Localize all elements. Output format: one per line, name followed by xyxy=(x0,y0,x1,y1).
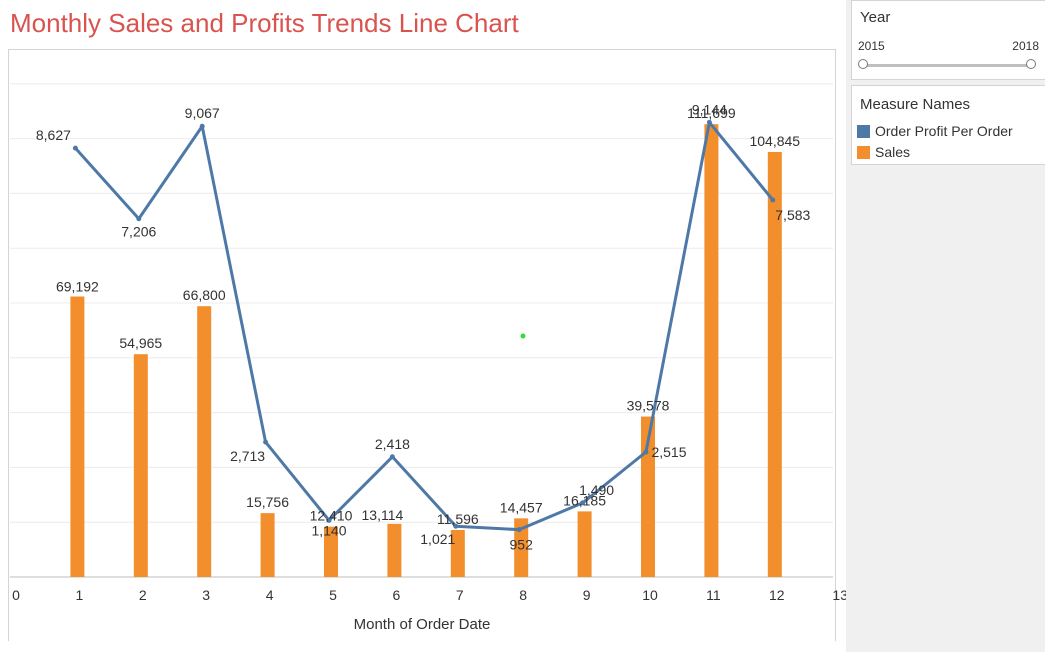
sales-bar xyxy=(133,354,148,577)
x-tick-label: 13 xyxy=(832,587,846,603)
profit-data-label: 2,515 xyxy=(651,444,686,460)
chart-title: Monthly Sales and Profits Trends Line Ch… xyxy=(10,8,519,38)
profit-data-label: 2,418 xyxy=(375,436,410,452)
year-slider-min-handle[interactable] xyxy=(858,59,868,69)
profit-line xyxy=(74,120,774,532)
year-filter-panel: Year 2015 2018 xyxy=(851,0,1045,80)
x-tick-label: 6 xyxy=(393,587,401,603)
sales-bar xyxy=(324,526,338,577)
profit-data-label: 1,021 xyxy=(420,531,455,547)
sales-bar xyxy=(387,523,402,577)
year-min-label: 2015 xyxy=(858,39,885,53)
sales-data-label: 66,800 xyxy=(183,287,226,303)
profit-point xyxy=(706,119,712,125)
year-filter-label: Year xyxy=(860,9,891,26)
x-tick-label: 3 xyxy=(202,587,210,603)
profit-point xyxy=(263,439,269,445)
profit-data-label: 952 xyxy=(510,537,534,553)
sales-bar xyxy=(514,518,529,577)
sales-bar xyxy=(70,296,85,577)
x-tick-label: 4 xyxy=(266,587,274,603)
sales-bar xyxy=(767,151,782,578)
sales-bar xyxy=(577,511,592,577)
profit-point xyxy=(516,527,522,533)
sales-data-label: 14,457 xyxy=(500,499,543,515)
profit-point xyxy=(389,454,395,460)
x-axis-title: Month of Order Date xyxy=(354,616,491,633)
x-tick-label: 5 xyxy=(329,587,337,603)
legend-swatch-sales xyxy=(857,146,870,159)
x-tick-label: 8 xyxy=(519,587,527,603)
x-tick-label: 10 xyxy=(642,587,658,603)
profit-point xyxy=(580,500,586,506)
legend-title: Measure Names xyxy=(860,96,971,113)
legend-label-profit: Order Profit Per Order xyxy=(875,123,1013,139)
x-tick-label: 11 xyxy=(706,587,721,603)
x-tick-label: 1 xyxy=(76,587,84,603)
x-tick-label: 9 xyxy=(583,587,591,603)
sales-bar xyxy=(260,513,275,577)
sales-data-label: 111,699 xyxy=(687,105,736,121)
sales-data-label: 13,114 xyxy=(362,507,404,523)
sales-bar xyxy=(704,124,719,577)
measure-names-legend: Measure Names Order Profit Per Order Sal… xyxy=(851,85,1045,165)
profit-data-label: 1,140 xyxy=(311,522,346,538)
x-tick-label: 2 xyxy=(139,587,147,603)
sales-data-label: 69,192 xyxy=(56,279,99,295)
profit-data-label: 7,206 xyxy=(121,224,156,240)
profit-data-label: 2,713 xyxy=(230,448,265,464)
highlight-dot xyxy=(520,333,526,339)
profit-point xyxy=(643,449,649,455)
year-slider-max-handle[interactable] xyxy=(1026,59,1036,69)
x-tick-label: 12 xyxy=(769,587,785,603)
profit-point xyxy=(199,123,205,129)
sales-data-label: 54,965 xyxy=(119,335,162,351)
sales-data-label: 11,596 xyxy=(437,511,479,527)
x-tick-label: 7 xyxy=(456,587,464,603)
sales-data-label: 16,185 xyxy=(563,492,606,508)
x-tick-label: 0 xyxy=(12,587,20,603)
legend-label-sales: Sales xyxy=(875,144,911,160)
profit-point xyxy=(72,145,78,151)
sales-data-label: 12,410 xyxy=(310,508,353,524)
year-slider-track[interactable] xyxy=(862,64,1032,67)
sales-bar xyxy=(641,416,655,577)
chart-frame xyxy=(8,49,836,641)
sales-data-label: 104,845 xyxy=(749,133,800,149)
profit-data-label: 1,490 xyxy=(579,482,614,498)
legend-swatch-profit xyxy=(857,125,870,138)
sales-data-label: 39,578 xyxy=(627,398,670,414)
profit-point xyxy=(453,523,459,529)
profit-point xyxy=(136,216,142,222)
sales-bar xyxy=(450,529,465,577)
profit-point xyxy=(326,517,332,523)
profit-data-label: 9,144 xyxy=(692,101,727,117)
sales-data-label: 15,756 xyxy=(246,494,289,510)
profit-data-label: 9,067 xyxy=(185,105,220,121)
year-max-label: 2018 xyxy=(1012,39,1039,53)
sales-bar xyxy=(197,306,212,577)
profit-point xyxy=(770,197,776,203)
profit-data-label: 7,583 xyxy=(775,207,810,223)
profit-data-label: 8,627 xyxy=(36,127,71,143)
